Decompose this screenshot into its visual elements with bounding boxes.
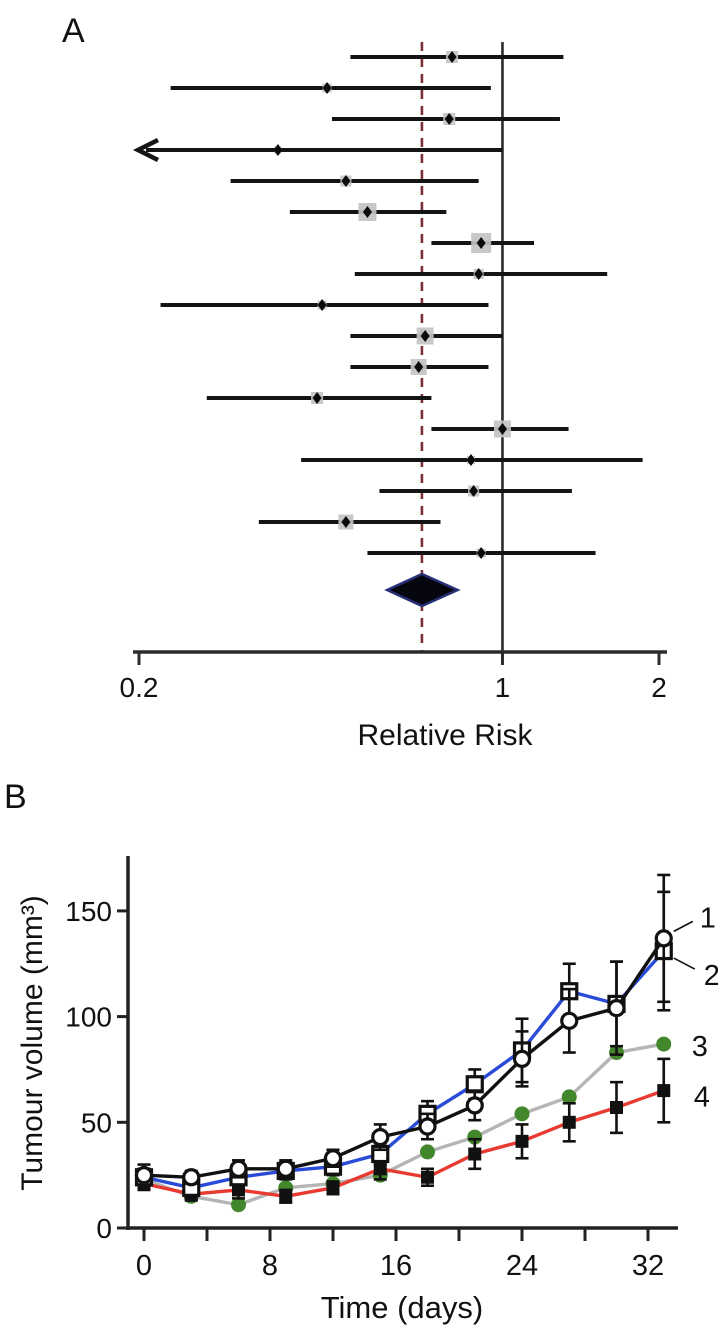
x-tick-label: 0	[136, 1250, 152, 1282]
marker-filled-square	[326, 1181, 340, 1195]
marker-open-circle	[654, 929, 673, 948]
point-estimate-diamond	[273, 144, 283, 156]
forest-row	[379, 485, 572, 497]
marker-open-circle	[134, 1166, 154, 1185]
forest-row	[431, 233, 535, 253]
point-estimate-diamond	[447, 51, 457, 63]
marker-open-circle	[229, 1159, 248, 1178]
point-estimate-diamond	[466, 454, 476, 466]
pooled-diamond	[384, 572, 461, 608]
x-tick-label: 16	[380, 1250, 412, 1282]
forest-row	[230, 175, 479, 187]
point-estimate-diamond	[476, 237, 486, 249]
point-estimate-diamond	[444, 113, 454, 125]
marker-filled-circle	[561, 1089, 577, 1105]
marker-filled-circle	[231, 1197, 246, 1213]
marker-open-circle	[323, 1149, 343, 1168]
marker-open-circle	[418, 1117, 437, 1136]
forest-row	[350, 359, 489, 375]
series-line	[143, 949, 666, 1190]
x-tick-label: 1	[495, 672, 511, 703]
marker-filled-square	[610, 1101, 623, 1115]
forest-row	[431, 420, 569, 438]
point-estimate-diamond	[317, 299, 327, 311]
y-tick-label: 150	[65, 896, 112, 927]
series-line	[143, 937, 666, 1179]
series-2	[134, 890, 673, 1197]
point-estimate-diamond	[312, 392, 322, 404]
point-estimate-diamond	[420, 330, 430, 342]
y-tick-label: 50	[81, 1107, 112, 1138]
series-1	[134, 873, 673, 1188]
marker-open-circle	[512, 1049, 532, 1068]
y-axis-title: Tumour volume (mm³)	[16, 895, 49, 1191]
x-axis-title: Relative Risk	[357, 719, 533, 752]
series-line	[143, 1088, 665, 1198]
series-label-1: 1	[700, 902, 716, 934]
marker-filled-circle	[467, 1129, 483, 1145]
series-1-leader-line	[673, 920, 694, 933]
point-estimate-diamond	[497, 423, 507, 435]
marker-open-circle	[465, 1096, 484, 1115]
forest-row	[206, 392, 432, 404]
marker-filled-circle	[514, 1106, 530, 1122]
point-estimate-diamond	[414, 361, 424, 373]
series-label-3: 3	[692, 1031, 708, 1063]
x-tick-label: 32	[632, 1250, 664, 1282]
series-label-4: 4	[694, 1082, 710, 1114]
forest-row	[301, 454, 643, 466]
forest-row	[331, 113, 560, 125]
y-tick-label: 100	[65, 1002, 112, 1033]
point-estimate-diamond	[322, 82, 332, 94]
point-estimate-diamond	[341, 175, 351, 187]
forest-row	[367, 547, 596, 559]
marker-filled-square	[421, 1170, 434, 1184]
marker-filled-square	[562, 1115, 576, 1129]
point-estimate-diamond	[476, 547, 486, 559]
y-tick-label: 0	[96, 1213, 112, 1244]
forest-row	[170, 82, 491, 94]
point-estimate-diamond	[474, 268, 484, 280]
series-2-leader-line	[673, 957, 696, 970]
series-label-2: 2	[704, 960, 718, 992]
x-tick-label: 24	[506, 1250, 538, 1282]
panel-b-label: B	[4, 778, 27, 816]
marker-open-circle	[607, 999, 626, 1018]
marker-filled-square	[468, 1147, 482, 1161]
x-tick-label: 2	[651, 672, 667, 703]
marker-open-circle	[371, 1127, 390, 1147]
marker-filled-square	[515, 1134, 529, 1148]
marker-open-circle	[276, 1159, 295, 1178]
marker-filled-circle	[420, 1144, 435, 1160]
forest-row	[350, 327, 503, 345]
series-line	[143, 1042, 665, 1207]
point-estimate-diamond	[469, 485, 479, 497]
forest-row	[354, 268, 608, 280]
point-estimate-diamond	[362, 206, 372, 218]
forest-row	[289, 203, 447, 221]
marker-open-circle	[182, 1168, 201, 1187]
forest-row	[132, 137, 503, 163]
marker-filled-circle	[656, 1036, 672, 1052]
point-estimate-diamond	[341, 516, 351, 528]
left-arrow	[132, 137, 160, 163]
forest-row	[160, 299, 489, 311]
x-axis-title: Time (days)	[321, 1290, 483, 1325]
panel-a-label: A	[62, 12, 85, 50]
x-tick-label: 0.2	[120, 672, 159, 703]
x-tick-label: 8	[262, 1250, 278, 1282]
forest-plot: 0.2 1 2 Relative Risk	[120, 42, 667, 752]
marker-filled-square	[279, 1189, 293, 1203]
marker-open-circle	[560, 1011, 579, 1030]
series-3	[136, 1036, 672, 1213]
forest-row	[350, 51, 564, 63]
marker-filled-square	[657, 1084, 671, 1098]
forest-row	[258, 514, 441, 530]
